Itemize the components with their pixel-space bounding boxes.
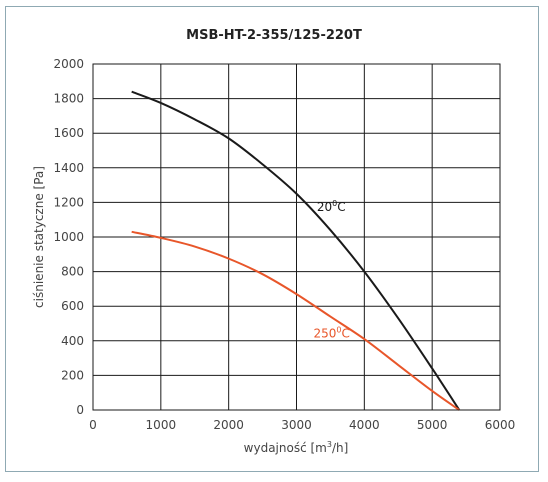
y-tick-label: 800	[61, 265, 84, 279]
series-label-1: 2500C	[313, 325, 349, 340]
x-tick-label: 0	[89, 418, 97, 432]
x-tick-labels: 0 1000 2000 3000 4000 5000 6000	[89, 418, 515, 432]
x-tick-label: 5000	[417, 418, 448, 432]
plot-border	[92, 63, 501, 411]
y-tick-labels: 0 200 400 600 800 1000 1200 1400 1600 1800 2000	[53, 57, 84, 417]
y-tick-label: 0	[76, 403, 84, 417]
y-tick-label: 1800	[53, 92, 84, 106]
chart-title: MSB-HT-2-355/125-220T	[186, 28, 362, 43]
x-tick-label: 3000	[281, 418, 312, 432]
y-tick-label: 2000	[53, 57, 84, 71]
x-tick-label: 2000	[213, 418, 244, 432]
series-label-0: 200C	[317, 199, 346, 214]
y-tick-label: 1600	[53, 126, 84, 140]
series-line-0	[131, 90, 461, 411]
series-labels: 200C 2500C	[313, 199, 349, 340]
x-tick-label: 1000	[146, 418, 177, 432]
series-line-1	[131, 230, 460, 411]
y-axis-label: ciśnienie statyczne [Pa]	[32, 166, 46, 308]
x-tick-label: 6000	[485, 418, 516, 432]
grid	[92, 63, 501, 411]
y-tick-label: 600	[61, 299, 84, 313]
series-group	[131, 90, 461, 411]
x-axis-label: wydajność [m3/h]	[244, 440, 349, 455]
y-tick-label: 1000	[53, 230, 84, 244]
y-tick-label: 400	[61, 334, 84, 348]
y-tick-label: 1200	[53, 195, 84, 209]
y-tick-label: 200	[61, 368, 84, 382]
x-tick-label: 4000	[349, 418, 380, 432]
y-tick-label: 1400	[53, 161, 84, 175]
